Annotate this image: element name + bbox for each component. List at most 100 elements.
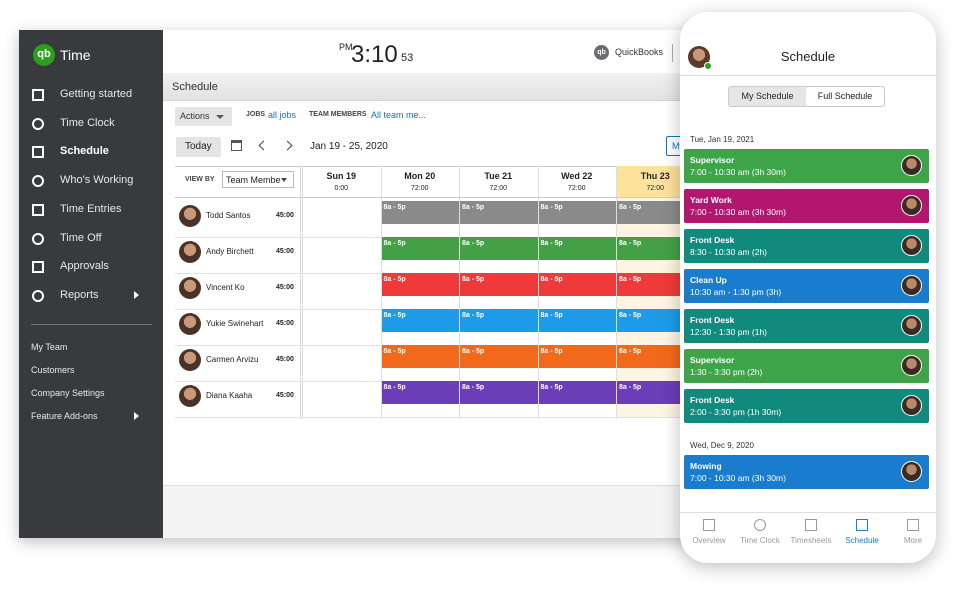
shift[interactable]: [538, 201, 616, 224]
shift-label: 8a - 5p: [540, 384, 563, 391]
nav-item[interactable]: Who's Working: [60, 174, 134, 187]
nav-item[interactable]: Time Off: [60, 231, 102, 244]
nav-item[interactable]: Company Settings: [31, 388, 105, 398]
shift[interactable]: [460, 237, 538, 260]
avatar: [901, 461, 922, 482]
shift[interactable]: [460, 345, 538, 368]
nav-label[interactable]: Timesheets: [790, 536, 832, 545]
nav-item[interactable]: Schedule: [60, 145, 109, 158]
member-name: Yukie Swinehart: [206, 319, 264, 328]
nav-label[interactable]: More: [903, 536, 923, 545]
shift-card[interactable]: [684, 349, 929, 383]
shift[interactable]: [381, 273, 459, 296]
nav-label[interactable]: Schedule: [845, 536, 879, 545]
shift-label: 8a - 5p: [383, 204, 406, 211]
nav-icon[interactable]: [856, 519, 868, 531]
nav-item[interactable]: Feature Add-ons: [31, 411, 98, 421]
shift-label: 8a - 5p: [619, 240, 642, 247]
date-heading: Wed, Dec 9, 2020: [690, 441, 754, 450]
shift-card[interactable]: [684, 189, 929, 223]
shift[interactable]: [617, 237, 695, 260]
shift-card[interactable]: [684, 309, 929, 343]
shift-title: Front Desk: [690, 235, 735, 245]
shift[interactable]: [381, 345, 459, 368]
shift[interactable]: [381, 381, 459, 404]
nav-icon[interactable]: [754, 519, 766, 531]
nav-item[interactable]: Customers: [31, 365, 75, 375]
nav-item[interactable]: Time Clock: [60, 116, 115, 129]
shift-card[interactable]: [684, 229, 929, 263]
nav-label[interactable]: Overview: [692, 536, 726, 545]
nav-item[interactable]: Approvals: [60, 260, 109, 273]
shift-time: 12:30 - 1:30 pm (1h): [690, 327, 768, 337]
nav-icon: [32, 203, 44, 216]
member-hours: 45:00: [276, 320, 294, 327]
tab[interactable]: My Schedule: [741, 91, 794, 101]
shift[interactable]: [381, 237, 459, 260]
day-hours: 72:00: [567, 185, 586, 192]
nav-icon: [32, 89, 44, 101]
member-name: Andy Birchett: [206, 247, 254, 256]
member-name: Diana Kaaha: [206, 391, 253, 400]
shift[interactable]: [381, 201, 459, 224]
shift-card[interactable]: [684, 149, 929, 183]
calendar-icon[interactable]: [231, 140, 242, 151]
arrow: [134, 412, 139, 420]
nav-item[interactable]: Time Entries: [60, 202, 122, 215]
shift-label: 8a - 5p: [540, 312, 563, 319]
divider: [31, 324, 152, 325]
shift-time: 8:30 - 10:30 am (2h): [690, 247, 768, 257]
arrow: [134, 290, 139, 299]
shift[interactable]: [617, 201, 695, 224]
header-line: [680, 75, 936, 76]
shift[interactable]: [460, 273, 538, 296]
today-label: Today: [185, 141, 212, 152]
header-line: [175, 197, 709, 198]
shift[interactable]: [538, 381, 616, 404]
shift[interactable]: [617, 309, 695, 332]
shift[interactable]: [538, 237, 616, 260]
shift[interactable]: [617, 273, 695, 296]
shift[interactable]: [617, 381, 695, 404]
prev-arrow[interactable]: [258, 140, 269, 151]
shift-card[interactable]: [684, 389, 929, 423]
status-dot: [704, 62, 712, 70]
members-label: TEAM MEMBERS: [309, 111, 367, 118]
day-divider: [537, 166, 539, 419]
shift[interactable]: [460, 309, 538, 332]
nav-item[interactable]: Getting started: [60, 88, 133, 100]
row-line: [175, 417, 709, 418]
tab[interactable]: Full Schedule: [806, 87, 884, 106]
shift[interactable]: [460, 201, 538, 224]
day-label: Mon 20: [404, 171, 436, 181]
shift-title: Yard Work: [690, 195, 732, 205]
nav-icon[interactable]: [907, 519, 919, 531]
next-arrow[interactable]: [282, 140, 293, 151]
today-button[interactable]: [176, 137, 221, 157]
shift-label: 8a - 5p: [383, 384, 406, 391]
shift[interactable]: [381, 309, 459, 332]
nav-icon: [32, 146, 44, 159]
shift[interactable]: [617, 345, 695, 368]
shift-label: 8a - 5p: [619, 384, 642, 391]
shift-card[interactable]: [684, 455, 929, 489]
nav-item[interactable]: My Team: [31, 342, 68, 352]
shift[interactable]: [538, 273, 616, 296]
mobile-title: Schedule: [780, 49, 836, 64]
shift[interactable]: [538, 309, 616, 332]
nav-label[interactable]: Time Clock: [740, 536, 780, 545]
members-value[interactable]: All team me...: [371, 110, 427, 120]
shift-label: 8a - 5p: [540, 348, 563, 355]
nav-icon[interactable]: [805, 519, 817, 531]
view-by-select[interactable]: Team Membe: [222, 171, 294, 188]
shift[interactable]: [460, 381, 538, 404]
day-divider: [380, 166, 382, 419]
shift[interactable]: [538, 345, 616, 368]
nav-icon[interactable]: [703, 519, 715, 531]
jobs-value[interactable]: all jobs: [268, 110, 297, 120]
nav-item[interactable]: Reports: [60, 288, 99, 301]
qb-logo: qb: [594, 45, 609, 60]
actions-button[interactable]: [175, 107, 232, 126]
nav-icon: [32, 232, 44, 245]
shift-card[interactable]: [684, 269, 929, 303]
